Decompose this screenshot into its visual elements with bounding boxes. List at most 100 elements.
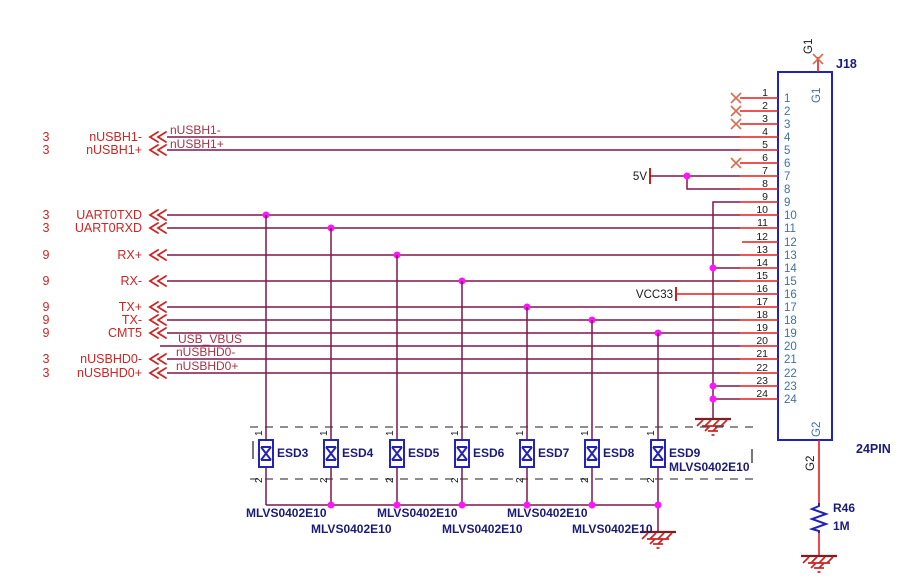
- sheet-ref: 9: [43, 300, 50, 314]
- esd-pin1-label: 1: [515, 430, 526, 436]
- esd-pin2-label: 2: [646, 477, 657, 483]
- signal-name[interactable]: nUSBH1+: [86, 143, 142, 157]
- pin-number-inner: 5: [784, 145, 790, 157]
- pin-number-outer: 10: [756, 204, 768, 216]
- no-connect-x-icon: [730, 105, 742, 117]
- pin-number-inner: 18: [784, 315, 797, 327]
- junction-dot: [683, 172, 691, 180]
- esd-device-esd3[interactable]: 1 2 ESD3: [254, 211, 309, 506]
- esd-device-esd9[interactable]: 1 2 ESD9 MLVS0402E10: [646, 329, 750, 506]
- esd-pin2-label: 2: [515, 477, 526, 483]
- esd-pin2-label: 2: [254, 477, 265, 483]
- pin-number-outer: 15: [756, 270, 768, 282]
- esd-part-number: MLVS0402E10: [377, 506, 458, 520]
- sheet-ref: 3: [43, 352, 50, 366]
- pin-number-inner: 11: [784, 223, 796, 235]
- esd-pin1-label: 1: [385, 430, 396, 436]
- net-label: USB_VBUS: [178, 332, 242, 346]
- pin-number-inner: 10: [784, 210, 797, 222]
- connector-pin-stubs: [730, 92, 778, 400]
- esd-part-number: MLVS0402E10: [442, 522, 523, 536]
- pin-number-inner: 2: [784, 106, 790, 118]
- pin-number-inner: 9: [784, 197, 790, 209]
- net-label: nUSBHD0-: [176, 345, 235, 359]
- esd-device-esd5[interactable]: 1 2 ESD5: [385, 251, 440, 506]
- pin-number-inner: 4: [784, 132, 791, 144]
- signal-name[interactable]: CMT5: [108, 326, 142, 340]
- ground-symbol[interactable]: [799, 554, 839, 574]
- esd-pin1-label: 1: [580, 430, 591, 436]
- power-5v-label: 5V: [633, 171, 647, 183]
- pin-number-outer: 20: [756, 335, 768, 347]
- signal-name[interactable]: nUSBHD0+: [77, 366, 142, 380]
- esd-device-esd6[interactable]: 1 2 ESD6: [450, 277, 505, 506]
- offpage-connector-chevrons[interactable]: [149, 131, 167, 379]
- pin-number-outer: 4: [762, 126, 768, 138]
- junction-dot: [709, 395, 717, 403]
- junction-dot: [654, 501, 662, 509]
- esd-refdes: ESD8: [603, 446, 635, 460]
- esd-pin1-label: 1: [319, 430, 330, 436]
- signal-name[interactable]: TX-: [122, 313, 142, 327]
- esd-pin2-label: 2: [385, 477, 396, 483]
- pin-number-inner: 15: [784, 276, 797, 288]
- connector-pin-numbers-outer: 1 2 3 4 5 6 7 8 9 10 11 12 13 14 15 16 1…: [756, 87, 768, 400]
- chevron-left-icon: [149, 367, 167, 379]
- sheet-ref: 3: [43, 221, 50, 235]
- pin-number-outer: 8: [762, 178, 768, 190]
- pin-number-inner: 23: [784, 381, 797, 393]
- connector-inner-bottom-label: G2: [811, 422, 823, 437]
- power-vcc33[interactable]: VCC33: [636, 287, 740, 301]
- esd-pin1-label: 1: [254, 430, 265, 436]
- no-connect-x-icon: [730, 157, 742, 169]
- pin-number-inner: 6: [784, 158, 790, 170]
- sheet-ref: 9: [43, 274, 50, 288]
- pin-number-inner: 22: [784, 368, 797, 380]
- sheet-ref: 9: [43, 248, 50, 262]
- esd-refdes: ESD7: [538, 446, 570, 460]
- resistor-r46[interactable]: R46 1M: [799, 470, 855, 574]
- connector-j18[interactable]: J18 24PIN G1 G1 G2 G2: [730, 39, 891, 471]
- net-name-labels[interactable]: nUSBH1- nUSBH1+ USB_VBUS nUSBHD0- nUSBHD…: [170, 123, 242, 373]
- sheet-ref: 3: [43, 143, 50, 157]
- esd-part-labels: MLVS0402E10 MLVS0402E10 MLVS0402E10 MLVS…: [246, 506, 653, 536]
- pin-number-inner: 8: [784, 184, 790, 196]
- sheet-ref: 9: [43, 326, 50, 340]
- esd-device-esd8[interactable]: 1 2 ESD8: [580, 316, 635, 506]
- pin-number-outer: 12: [756, 231, 768, 243]
- connector-refdes: J18: [836, 57, 857, 71]
- junction-dot: [458, 501, 466, 509]
- esd-part-number: MLVS0402E10: [507, 506, 588, 520]
- esd-group-boundary: [250, 426, 757, 480]
- pin-number-outer: 14: [756, 257, 768, 269]
- pin-number-outer: 9: [762, 191, 768, 203]
- chevron-left-icon: [149, 314, 167, 326]
- no-connect-x-icon: [730, 118, 742, 130]
- junction-dot: [393, 501, 401, 509]
- pin-number-inner: 7: [784, 171, 790, 183]
- esd-pin2-label: 2: [319, 477, 330, 483]
- net-label: nUSBH1+: [170, 137, 224, 151]
- signal-name[interactable]: TX+: [119, 300, 142, 314]
- esd-device-esd4[interactable]: 1 2 ESD4: [319, 224, 374, 506]
- signal-name[interactable]: UART0RXD: [75, 221, 142, 235]
- signal-name[interactable]: RX+: [117, 248, 142, 262]
- signal-name[interactable]: nUSBH1-: [89, 130, 142, 144]
- esd-device-esd7[interactable]: 1 2 ESD7: [515, 303, 570, 506]
- signal-name[interactable]: UART0TXD: [76, 208, 142, 222]
- pin-number-outer: 6: [762, 152, 768, 164]
- esd-refdes: ESD4: [342, 446, 374, 460]
- connector-ground-net: [693, 201, 740, 437]
- chevron-left-icon: [149, 353, 167, 365]
- pin-number-outer: 16: [756, 283, 768, 295]
- net-label: nUSBHD0+: [176, 359, 238, 373]
- connector-inner-top-label: G1: [811, 88, 823, 103]
- power-5v[interactable]: 5V: [633, 168, 740, 190]
- pin-number-outer: 18: [756, 309, 768, 321]
- pin-number-outer: 11: [757, 217, 768, 229]
- pin-number-inner: 19: [784, 328, 797, 340]
- signal-name[interactable]: nUSBHD0-: [80, 352, 142, 366]
- junction-dot: [709, 382, 717, 390]
- signal-name[interactable]: RX-: [120, 274, 142, 288]
- esd-part-number: MLVS0402E10: [311, 522, 392, 536]
